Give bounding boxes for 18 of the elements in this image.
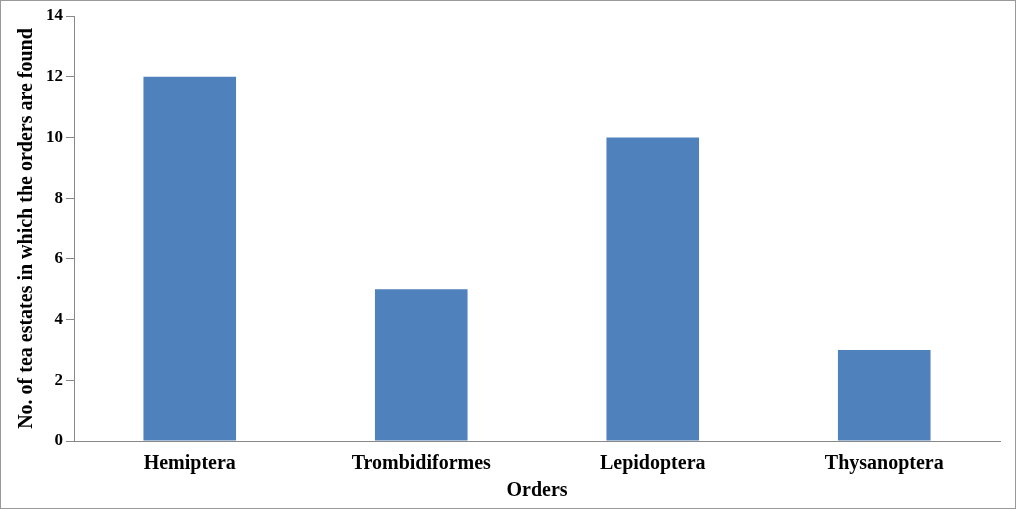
y-axis-title: No. of tea estates in which the orders are found: [14, 28, 37, 429]
bar: [837, 349, 931, 441]
y-tick-label: 6: [54, 248, 63, 268]
x-tick-label: Lepidoptera: [599, 451, 706, 475]
y-tick-label: 2: [54, 369, 63, 389]
y-tick-label: 10: [46, 126, 63, 146]
y-tick-label: 14: [46, 5, 64, 25]
y-tick-label: 4: [54, 308, 64, 328]
x-tick-label: Thysanoptera: [824, 451, 944, 475]
x-tick-label: Trombidiformes: [351, 451, 492, 474]
y-tick-label: 0: [54, 430, 63, 450]
x-axis-title: Orders: [506, 478, 568, 501]
bar: [143, 76, 237, 441]
y-tick-label: 8: [54, 187, 63, 207]
x-tick-label: Hemiptera: [143, 451, 236, 475]
bar: [606, 137, 700, 441]
bar: [374, 289, 468, 441]
y-tick-label: 12: [46, 66, 63, 86]
